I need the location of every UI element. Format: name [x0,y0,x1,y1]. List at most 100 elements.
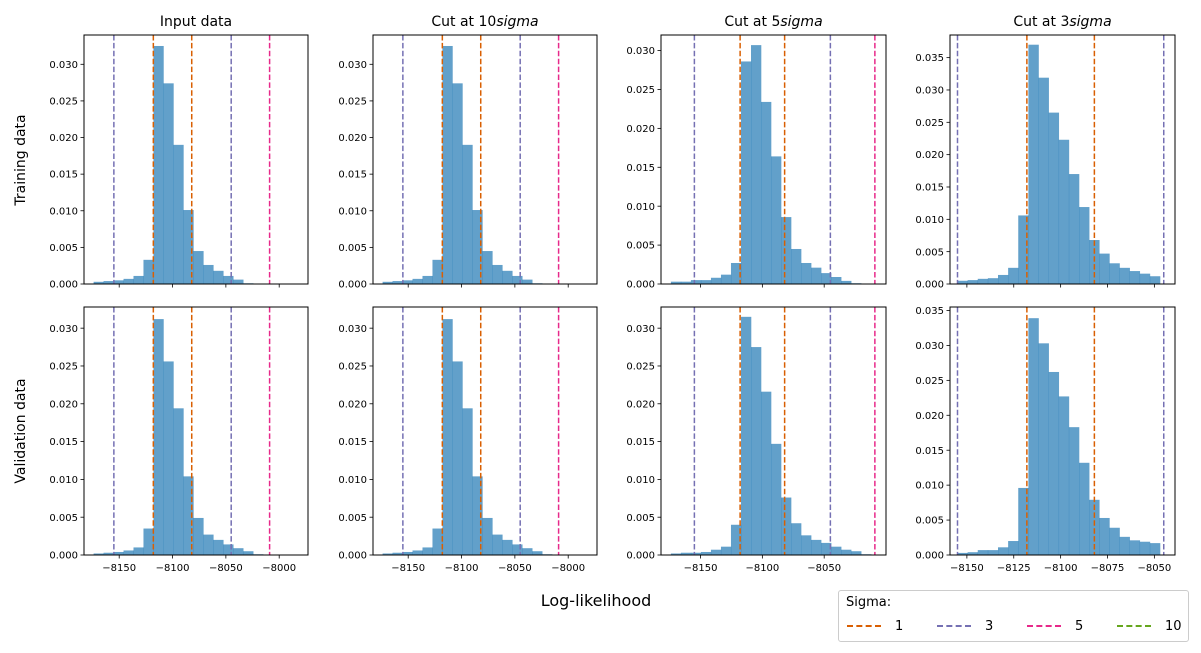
histogram-bar [811,267,822,284]
histogram-bar [183,210,194,284]
histogram-bar [1058,139,1070,284]
y-tick-label: 0.030 [338,60,367,71]
histogram-bar [751,45,762,284]
plot-area [956,35,1165,284]
histogram-bar [977,278,989,284]
legend-label-sigma-10: 10 [1165,618,1182,634]
histogram-bar [103,552,114,555]
panel-r1-c3: 0.000 0.005 0.010 0.015 0.020 0.025 0.030 [626,34,887,291]
histogram-bar [482,251,493,284]
legend-line-sigma-10 [1117,625,1151,627]
histogram-bar [103,281,114,284]
panel-title-text: Input data [160,14,232,30]
histogram-bar [967,552,979,555]
axes-frame [83,306,309,556]
histogram-bar [133,275,144,284]
histogram-bar [123,278,134,284]
x-tick-label: −8150 [391,563,425,574]
histogram-bar [1028,318,1039,555]
x-tick-label: −8050 [1137,563,1171,574]
x-tick-label: −8100 [445,563,479,574]
legend-line-sigma-3 [937,625,971,627]
x-tick-label: −8000 [551,563,585,574]
histogram-bar [761,101,772,284]
histogram-bar [670,281,682,284]
legend-title: Sigma: [846,595,892,610]
x-tick-label: −8050 [209,563,243,574]
y-tick-label: 0.025 [915,376,944,387]
y-tick-label: 0.000 [915,280,944,291]
x-axis-label: Log-likelihood [541,591,652,610]
histogram-bar [183,476,194,555]
histogram-bar [690,552,702,555]
x-tick-label: −8050 [807,563,841,574]
x-tick-label: −8075 [1091,563,1125,574]
y-tick-label: 0.005 [49,243,78,254]
histogram-bar [203,534,214,555]
histogram-bar [730,262,742,284]
histogram-bar [998,547,1009,555]
y-tick-label: 0.015 [49,437,78,448]
panel-title-text: Cut at 10 [431,14,496,30]
histogram-bar [412,278,423,284]
plot-area [93,35,271,284]
histogram-bar [223,275,234,284]
y-tick-label: 0.010 [338,206,367,217]
y-tick-label: 0.005 [915,247,944,258]
axes-frame [83,34,309,285]
legend-label-sigma-1: 1 [895,618,904,634]
y-tick-label: 0.035 [915,53,944,64]
histogram-bar [402,551,413,555]
histogram-bar [422,275,433,284]
axes-frame [372,306,598,556]
histogram-bar [173,408,184,555]
histogram-bar [1129,540,1141,555]
histogram-bar [1018,215,1029,284]
histogram-bar [113,551,124,555]
histogram-bar [462,144,473,284]
y-tick-label: 0.010 [49,206,78,217]
histogram-bar [213,270,224,284]
histogram-bar [472,210,483,284]
histogram-bar [1109,263,1120,284]
histogram-bar [1099,253,1110,284]
histogram-bar [422,547,433,555]
histogram-bar [831,546,842,555]
histogram-bar [1018,487,1029,555]
histogram-bar [203,264,214,284]
histogram-bar [1119,267,1130,284]
histogram-bar [223,544,234,555]
y-tick-label: 0.025 [915,118,944,129]
panel-r1-c1: 0.000 0.005 0.010 0.015 0.020 0.025 0.030 [49,34,309,291]
y-tick-label: 0.025 [49,97,78,108]
histogram-bar [811,539,822,555]
histogram-bar [1028,44,1039,284]
histogram-bar [821,542,832,555]
y-tick-label: 0.005 [915,516,944,527]
histogram-bar [1089,240,1100,284]
panel-r2-c2: 0.000 0.005 0.010 0.015 0.020 0.025 0.030 −8150… [338,306,598,574]
histogram-bar [821,273,832,284]
x-tick-label: −8100 [1044,563,1078,574]
histogram-bar [143,528,154,555]
panels: Input data Cut at 10sigma Cut at 5sigma Cut… [49,14,1176,574]
histogram-bar [791,248,802,284]
panel-r2-c4: 0.000 0.005 0.010 0.015 0.020 0.025 0.030 0.035… [915,306,1176,574]
histogram-bar [771,443,782,555]
histogram-bar [1048,371,1060,555]
histogram-bar [1038,77,1049,284]
histogram-bar [213,539,224,555]
legend: Sigma: 1 3 5 10 [838,590,1189,642]
histogram-bar [452,361,463,555]
histogram-bar [502,270,513,284]
histogram-bar [841,280,852,284]
plot-area [382,35,560,284]
histogram-bar [1139,273,1151,284]
y-tick-label: 0.025 [49,362,78,373]
histogram-bar [710,277,722,284]
y-tick-label: 0.020 [49,133,78,144]
row-label-validation: Validation data [13,378,29,483]
plot-area [382,307,560,555]
legend-entry-sigma-5: 5 [1027,617,1083,635]
x-tick-label: −8150 [950,563,984,574]
